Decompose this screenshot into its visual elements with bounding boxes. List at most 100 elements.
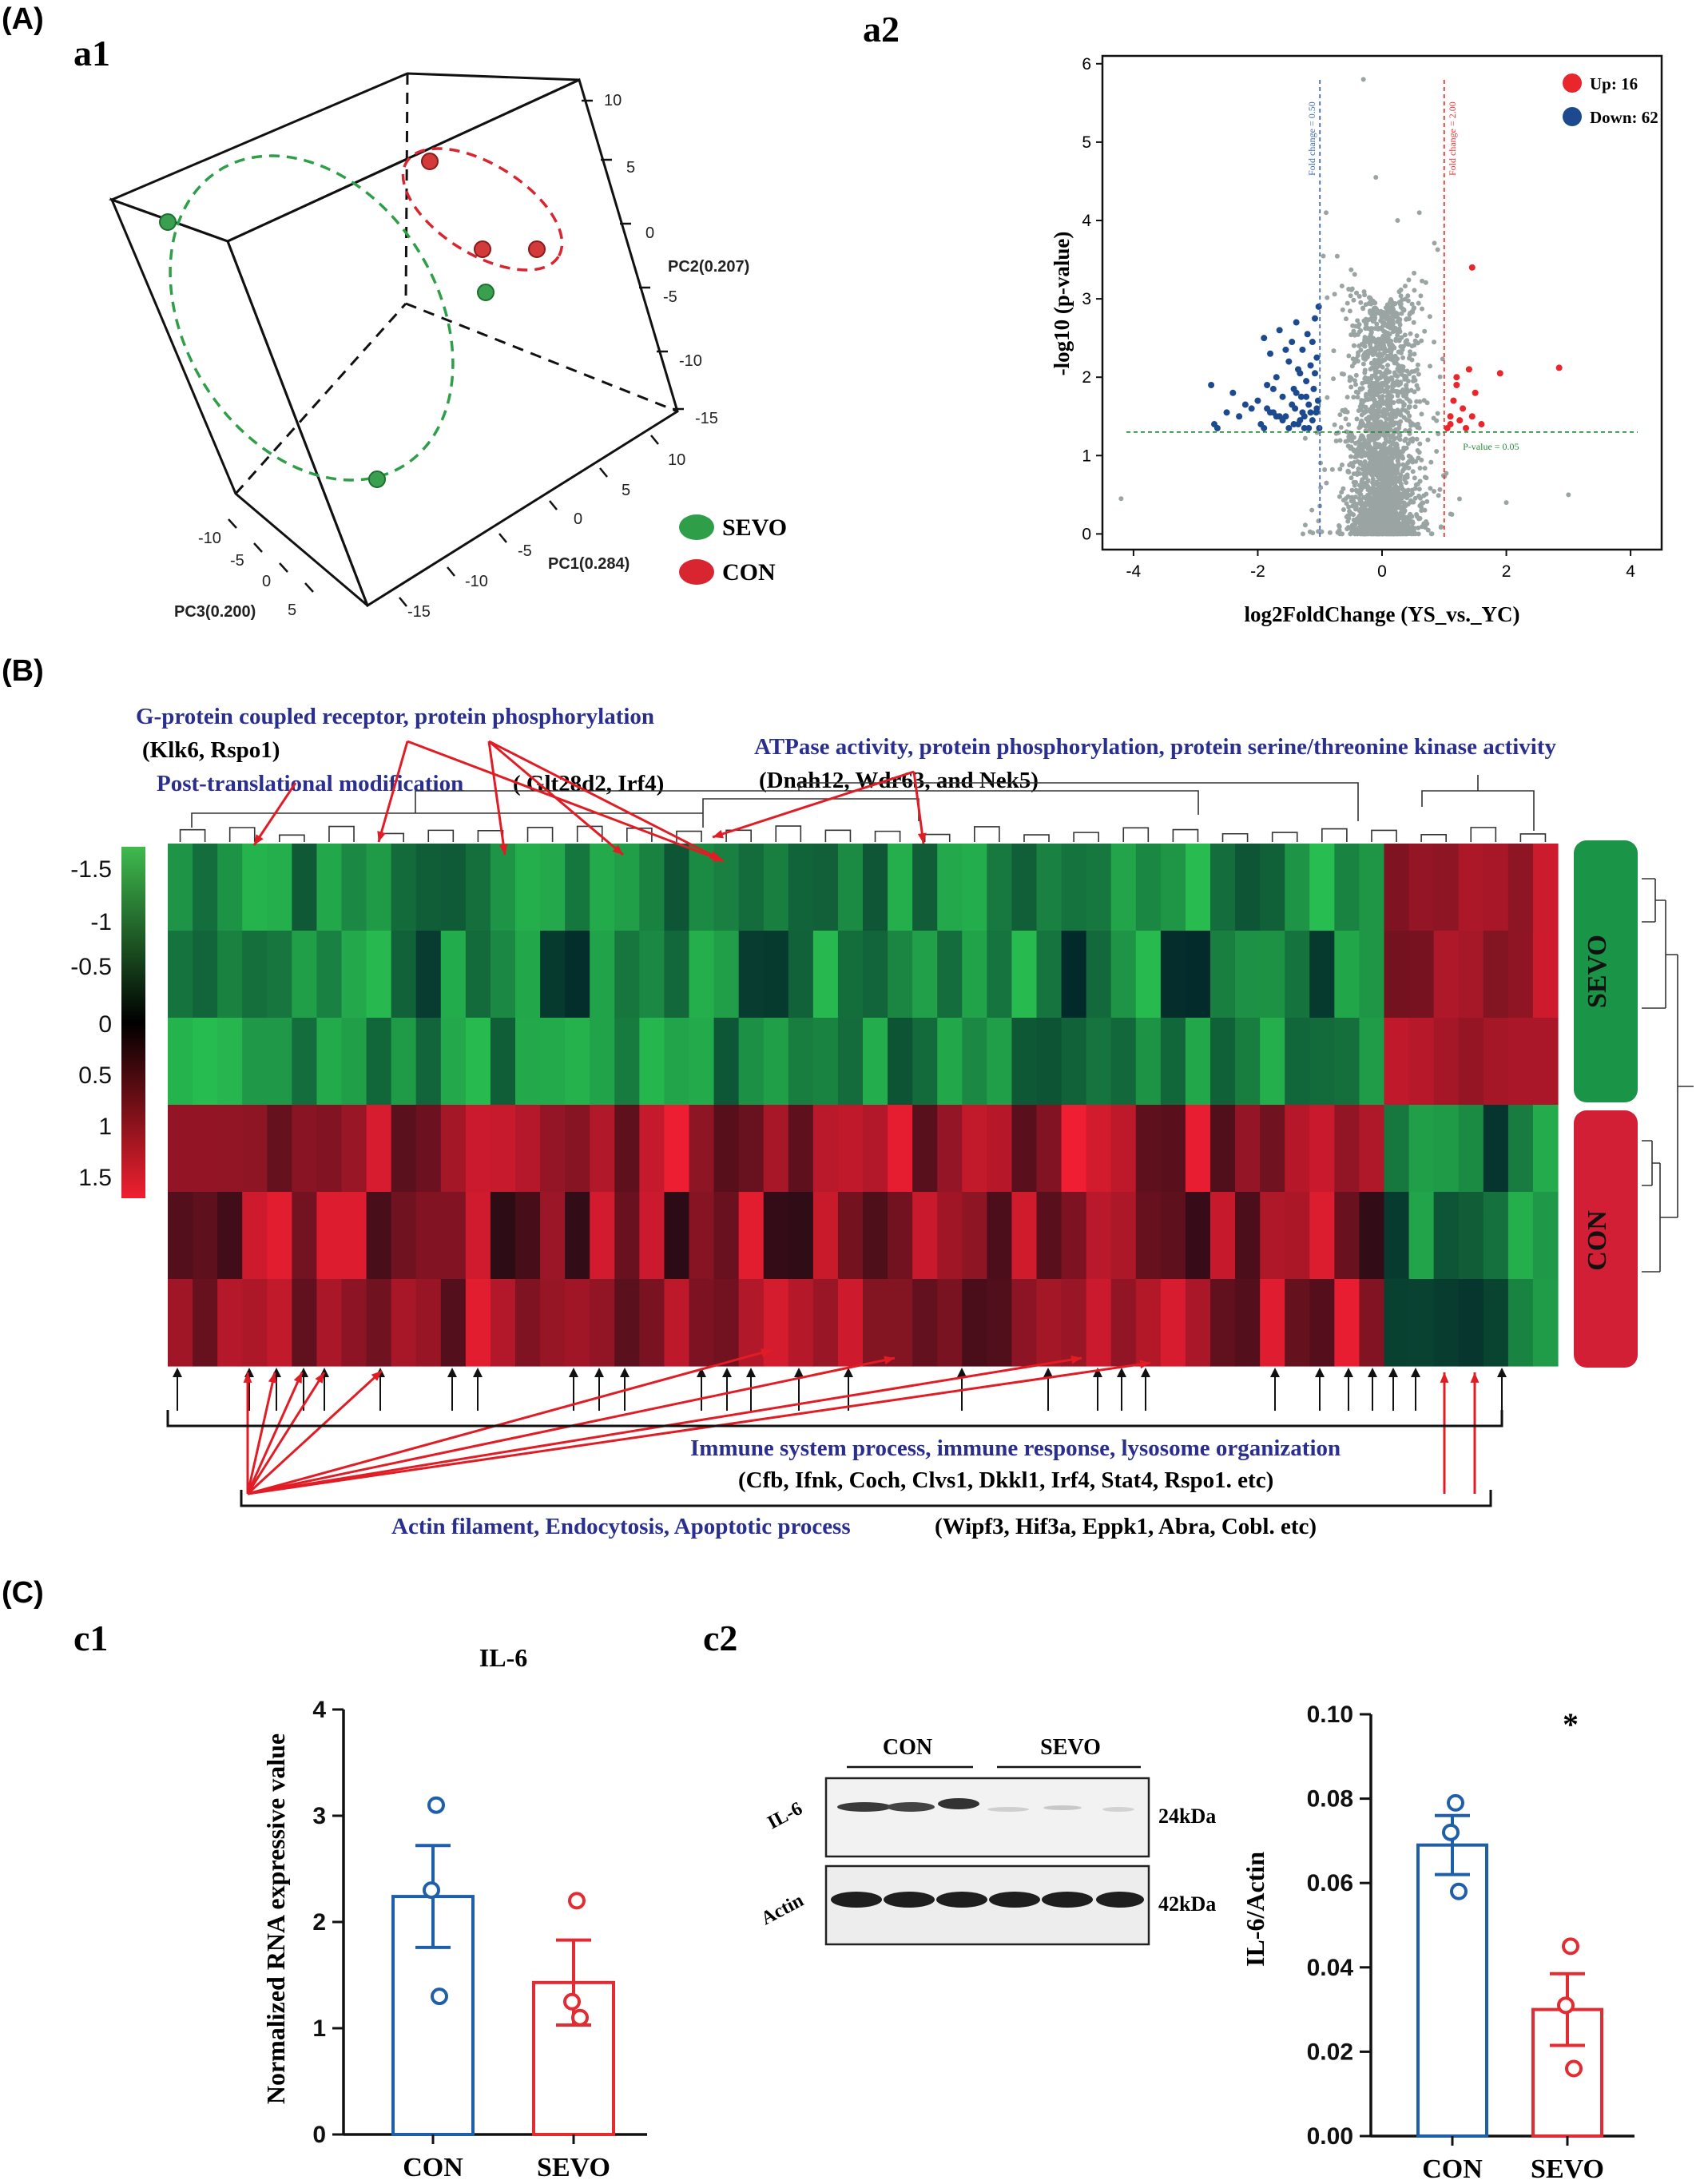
volcano-gray-point — [1378, 419, 1384, 425]
heatmap-cell — [1433, 1105, 1460, 1193]
volcano-gray-point — [1368, 360, 1374, 366]
il6-rna-title: IL-6 — [479, 1643, 527, 1672]
heatmap-cell — [316, 931, 343, 1019]
volcano-gray-point — [1387, 406, 1392, 411]
heatmap-cell — [1532, 1105, 1559, 1193]
heatmap-cell — [1260, 931, 1285, 1019]
volcano-gray-point — [1355, 318, 1360, 324]
volcano-gray-point — [1382, 499, 1388, 505]
volcano-gray-point — [1435, 411, 1440, 416]
heatmap-cell — [937, 1105, 963, 1193]
volcano-plot: Fold change = 0.50 Fold change = 2.00 P-va… — [1050, 54, 1663, 626]
pca-box-left — [109, 197, 369, 607]
volcano-gray-point — [1400, 347, 1405, 352]
volcano-gray-point — [1393, 442, 1399, 447]
sevo-point — [477, 284, 495, 301]
volcano-gray-point — [1348, 475, 1354, 481]
volcano-gray-point — [1374, 424, 1380, 430]
volcano-down-point — [1236, 413, 1243, 420]
heatmap-cell — [1110, 1192, 1137, 1280]
volcano-significant-points — [1208, 264, 1563, 431]
volcano-up-point — [1453, 382, 1460, 388]
heatmap-cell — [1235, 1018, 1261, 1106]
volcano-gray-point — [1374, 450, 1380, 455]
volcano-gray-point — [1421, 493, 1427, 498]
pca-hidden-edge-2 — [234, 302, 407, 495]
volcano-gray-point — [1432, 240, 1437, 246]
volcano-gray-point — [1378, 409, 1384, 415]
volcano-gray-point — [1449, 511, 1455, 517]
volcano-gray-point — [1356, 343, 1362, 349]
heatmap-cell — [1011, 844, 1038, 931]
volcano-gray-point — [1412, 530, 1417, 535]
red-arrow — [247, 1361, 1151, 1495]
volcano-gray-point — [1346, 504, 1352, 510]
volcano-gray-point — [1345, 395, 1350, 400]
volcano-gray-point — [1351, 498, 1356, 504]
annot-gpcr-genes: (Klk6, Rspo1) — [142, 737, 280, 763]
volcano-gray-point — [1414, 367, 1420, 372]
heatmap-cell — [540, 844, 566, 931]
volcano-gray-point — [1391, 408, 1396, 414]
red-arrow — [246, 1372, 276, 1495]
volcano-gray-point — [1351, 471, 1356, 477]
heatmap-cell — [1458, 1018, 1484, 1106]
volcano-gray-point — [1332, 422, 1337, 427]
heatmap-cell — [1210, 1192, 1236, 1280]
volcano-gray-point — [1368, 502, 1374, 508]
heatmap-cell — [1532, 844, 1559, 931]
heatmap-cell — [1011, 1192, 1038, 1280]
volcano-gray-point — [1396, 368, 1402, 374]
heatmap-cell — [1110, 931, 1137, 1019]
volcano-gray-point — [1396, 478, 1401, 484]
heatmap-cell — [1235, 844, 1261, 931]
volcano-gray-point — [1406, 405, 1412, 411]
volcano-gray-point — [1456, 496, 1462, 502]
volcano-gray-point — [1380, 364, 1385, 370]
volcano-gray-point — [1503, 500, 1509, 506]
heatmap-cell — [614, 1192, 640, 1280]
volcano-gray-point — [1357, 424, 1363, 430]
volcano-gray-point — [1395, 458, 1400, 463]
heatmap-cell — [863, 1279, 888, 1367]
volcano-x-tick: -4 — [1126, 562, 1142, 581]
volcano-gray-point — [1371, 471, 1376, 477]
heatmap-cell — [962, 1018, 987, 1106]
volcano-gray-point — [1417, 495, 1423, 501]
heatmap-cell — [837, 1279, 864, 1367]
heatmap-cell — [316, 844, 343, 931]
heatmap-cell — [465, 844, 491, 931]
volcano-gray-point — [1406, 342, 1412, 347]
heatmap-cell — [440, 1279, 467, 1367]
volcano-gray-point — [1376, 474, 1382, 479]
il6-rna-y-label: Normalized RNA expressive value — [261, 1733, 290, 2104]
heatmap-cell — [1532, 1192, 1559, 1280]
heatmap-cell — [391, 1105, 417, 1193]
heatmap-cell — [1160, 1192, 1186, 1280]
volcano-gray-point — [1385, 478, 1391, 484]
bar-y-tick: 0.04 — [1307, 1955, 1354, 1981]
heatmap-cell — [1160, 844, 1186, 931]
gene-arrow-head — [722, 1368, 732, 1377]
volcano-gray-point — [1348, 267, 1354, 272]
heatmap-cell — [168, 931, 193, 1019]
volcano-gray-point — [1396, 329, 1401, 335]
heatmap-cell — [837, 931, 864, 1019]
volcano-gray-point — [1345, 468, 1351, 474]
volcano-down-point — [1229, 389, 1237, 396]
volcano-gray-point — [1352, 378, 1357, 383]
heatmap-cell — [639, 1192, 665, 1280]
heatmap-cell — [1285, 844, 1310, 931]
heatmap-cell — [391, 844, 417, 931]
volcano-gray-point — [1350, 356, 1356, 362]
volcano-gray-point — [1361, 440, 1367, 446]
volcano-gray-point — [1345, 300, 1350, 306]
gene-arrow-head — [620, 1368, 630, 1377]
volcano-gray-point — [1346, 434, 1352, 439]
volcano-gray-point — [1354, 416, 1360, 422]
volcano-gray-point — [1410, 469, 1416, 475]
scale-label-2: -0.5 — [70, 954, 112, 980]
heatmap-cell — [316, 1279, 343, 1367]
volcano-gray-point — [1428, 363, 1433, 369]
heatmap-cell — [1185, 1105, 1211, 1193]
